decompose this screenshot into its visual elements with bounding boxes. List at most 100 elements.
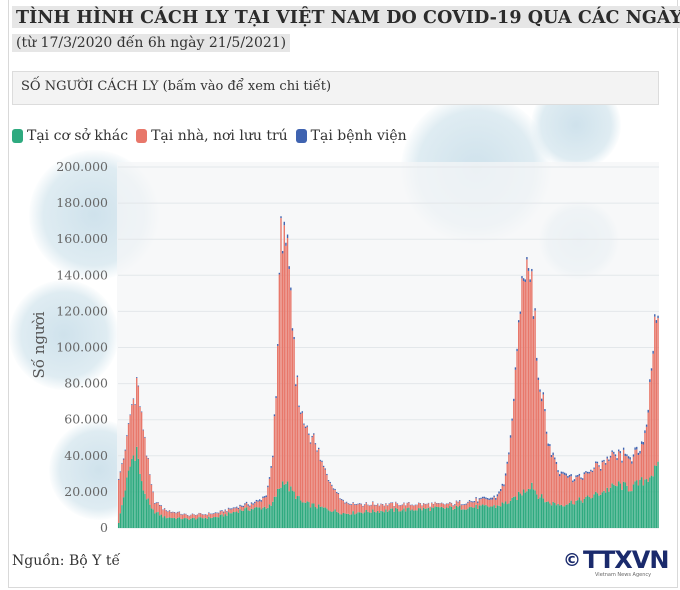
bar-segment[interactable] (504, 501, 507, 528)
bar-segment[interactable] (272, 501, 274, 528)
bar-segment[interactable] (147, 458, 149, 499)
bar-segment[interactable] (427, 503, 430, 508)
bar-segment[interactable] (222, 511, 225, 513)
bar-segment[interactable] (255, 501, 258, 508)
bar-segment[interactable] (444, 504, 446, 509)
bar-segment[interactable] (165, 510, 167, 511)
legend-item-hospital[interactable]: Tại bệnh viện (295, 128, 407, 144)
bar-segment[interactable] (134, 460, 136, 528)
bar-segment[interactable] (362, 513, 364, 528)
bar-segment[interactable] (622, 481, 625, 528)
bar-segment[interactable] (463, 504, 466, 506)
bar-segment[interactable] (347, 503, 349, 505)
bar-segment[interactable] (567, 475, 569, 478)
bar-segment[interactable] (240, 506, 243, 511)
bar-segment[interactable] (470, 501, 472, 503)
bar-segment[interactable] (419, 503, 422, 509)
bar-segment[interactable] (611, 452, 613, 484)
bar-segment[interactable] (493, 505, 495, 528)
bar-segment[interactable] (198, 517, 200, 528)
bar-segment[interactable] (206, 515, 208, 519)
bar-segment[interactable] (560, 473, 563, 505)
bar-segment[interactable] (201, 514, 203, 519)
bar-segment[interactable] (568, 502, 571, 528)
bar-segment[interactable] (637, 485, 640, 528)
bar-segment[interactable] (234, 508, 236, 513)
bar-segment[interactable] (413, 505, 415, 511)
bar-segment[interactable] (178, 512, 181, 518)
bar-segment[interactable] (467, 501, 469, 503)
bar-segment[interactable] (247, 510, 249, 528)
bar-segment[interactable] (644, 430, 646, 434)
bar-segment[interactable] (609, 457, 612, 488)
bar-segment[interactable] (626, 485, 628, 528)
bar-segment[interactable] (496, 496, 499, 506)
bar-segment[interactable] (373, 511, 376, 528)
bar-segment[interactable] (591, 470, 594, 473)
bar-segment[interactable] (254, 507, 256, 528)
bar-segment[interactable] (340, 499, 343, 501)
bar-segment[interactable] (257, 507, 259, 528)
bar-segment[interactable] (319, 459, 322, 461)
bar-segment[interactable] (329, 481, 331, 484)
bar-segment[interactable] (577, 500, 579, 528)
bar-segment[interactable] (480, 505, 482, 528)
bar-segment[interactable] (231, 509, 233, 514)
bar-segment[interactable] (190, 518, 192, 528)
bar-segment[interactable] (124, 450, 126, 491)
bar-segment[interactable] (655, 465, 658, 528)
bar-segment[interactable] (385, 503, 387, 510)
bar-segment[interactable] (278, 488, 281, 528)
bar-segment[interactable] (311, 435, 313, 438)
bar-segment[interactable] (173, 512, 176, 518)
bar-segment[interactable] (181, 514, 184, 520)
bar-segment[interactable] (373, 504, 376, 506)
bar-segment[interactable] (152, 492, 154, 510)
bar-segment[interactable] (365, 510, 367, 528)
bar-segment[interactable] (642, 485, 644, 528)
bar-segment[interactable] (454, 508, 456, 528)
bar-segment[interactable] (565, 475, 567, 505)
bar-segment[interactable] (393, 511, 395, 528)
bar-segment[interactable] (481, 498, 484, 505)
bar-segment[interactable] (242, 505, 244, 507)
bar-segment[interactable] (519, 493, 522, 528)
bar-segment[interactable] (462, 509, 464, 528)
bar-segment[interactable] (560, 504, 563, 528)
bar-segment[interactable] (485, 497, 487, 500)
bar-segment[interactable] (183, 518, 185, 528)
bar-segment[interactable] (395, 508, 397, 528)
bar-segment[interactable] (275, 398, 277, 497)
bar-segment[interactable] (134, 404, 136, 405)
bar-segment[interactable] (224, 514, 226, 528)
bar-segment[interactable] (604, 464, 607, 493)
bar-segment[interactable] (352, 511, 354, 528)
bar-segment[interactable] (249, 510, 251, 528)
bar-segment[interactable] (357, 512, 359, 528)
bar-segment[interactable] (229, 513, 231, 528)
bar-segment[interactable] (396, 508, 399, 528)
bar-segment[interactable] (157, 512, 159, 528)
bar-segment[interactable] (436, 506, 438, 528)
bar-segment[interactable] (401, 510, 404, 528)
bar-segment[interactable] (375, 505, 377, 513)
bar-segment[interactable] (118, 523, 120, 528)
bar-segment[interactable] (652, 476, 654, 528)
bar-segment[interactable] (499, 489, 502, 492)
bar-segment[interactable] (411, 509, 413, 528)
bar-segment[interactable] (244, 504, 246, 509)
bar-segment[interactable] (549, 503, 551, 529)
bar-segment[interactable] (550, 455, 553, 458)
bar-segment[interactable] (529, 489, 531, 528)
bar-segment[interactable] (258, 507, 261, 528)
bar-segment[interactable] (601, 460, 604, 463)
bar-segment[interactable] (227, 507, 230, 509)
bar-segment[interactable] (129, 415, 131, 467)
bar-segment[interactable] (314, 507, 317, 528)
bar-segment[interactable] (144, 436, 146, 438)
bar-segment[interactable] (578, 475, 581, 498)
bar-segment[interactable] (354, 504, 356, 515)
bar-segment[interactable] (322, 467, 325, 508)
bar-segment[interactable] (240, 510, 243, 528)
bar-segment[interactable] (586, 473, 589, 496)
